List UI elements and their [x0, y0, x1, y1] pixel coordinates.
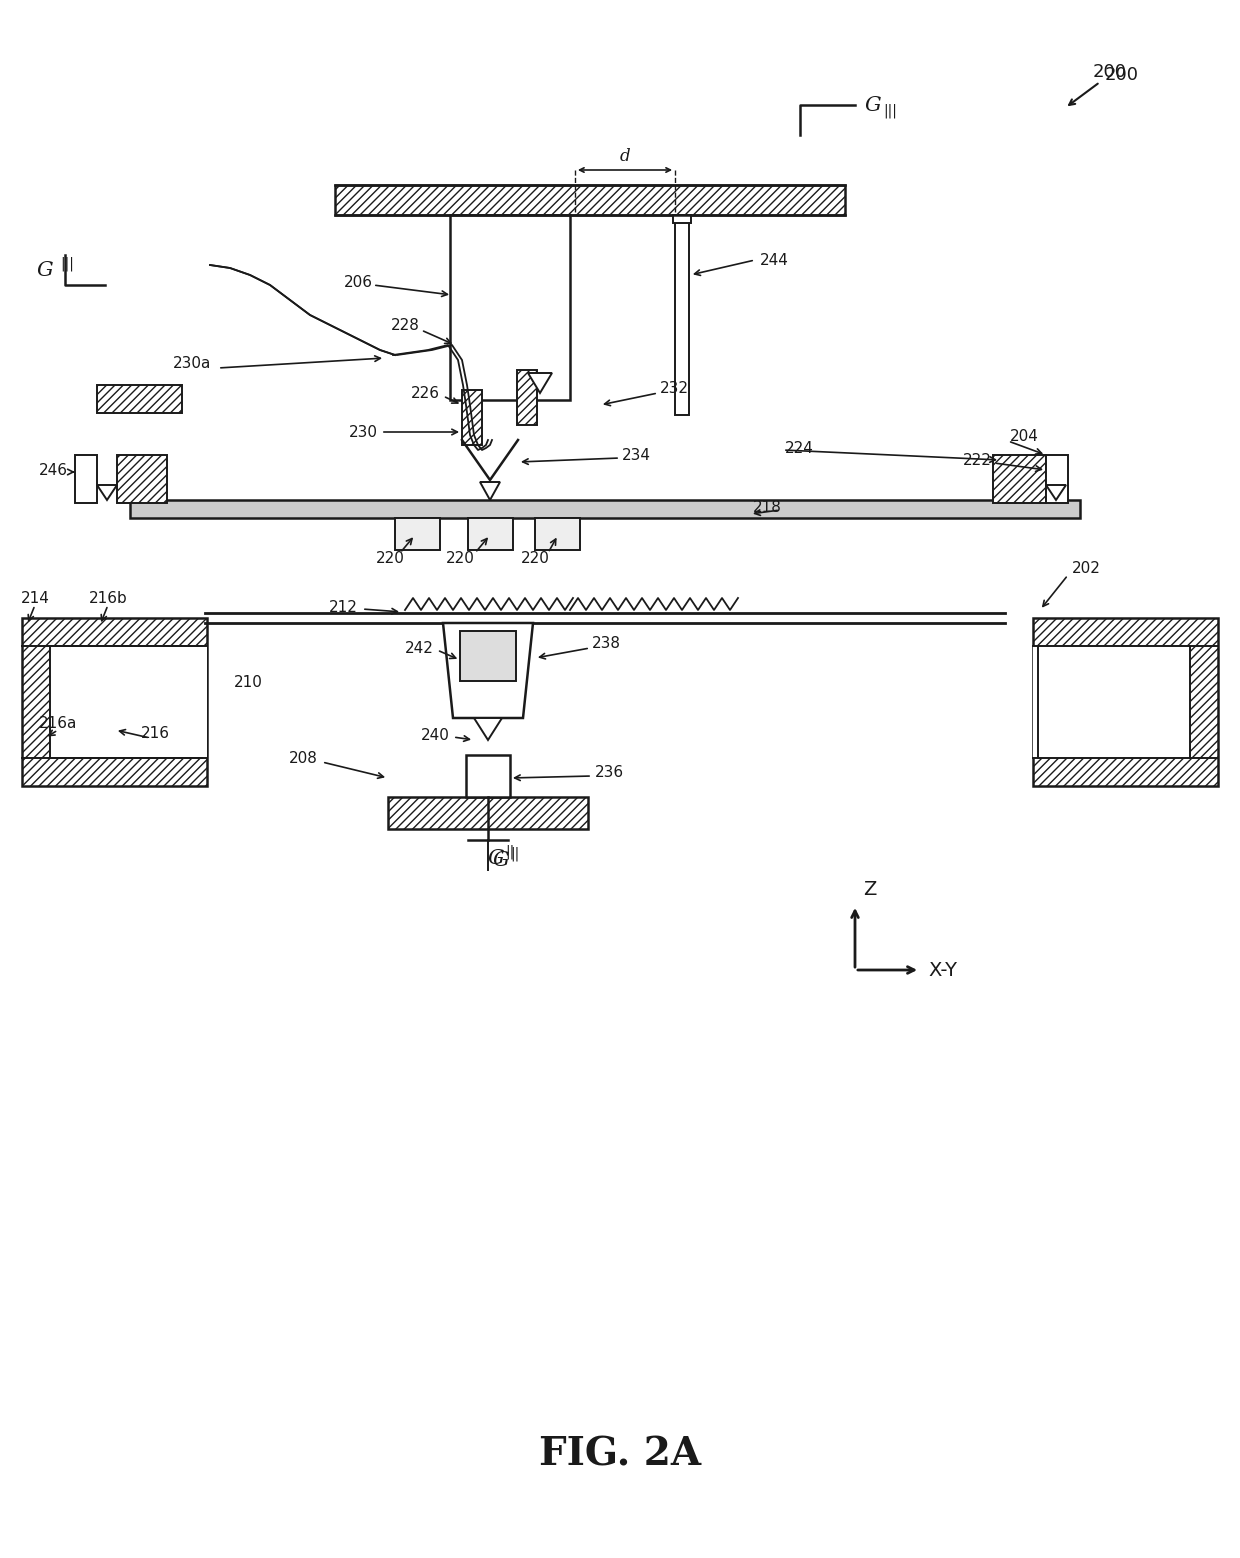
Bar: [388, 798, 588, 829]
Text: 208: 208: [289, 751, 317, 765]
Text: d: d: [620, 148, 630, 165]
Text: 236: 236: [595, 765, 624, 779]
Text: 240: 240: [422, 728, 450, 743]
Text: G: G: [494, 851, 510, 869]
Text: G: G: [37, 260, 53, 279]
Bar: [534, 517, 580, 550]
Polygon shape: [480, 481, 500, 500]
Text: 216a: 216a: [38, 715, 77, 731]
Bar: [50, 647, 207, 759]
Bar: [466, 756, 510, 798]
Text: X-Y: X-Y: [928, 960, 957, 980]
Text: 200: 200: [1092, 62, 1127, 81]
Text: 230: 230: [348, 424, 378, 439]
Polygon shape: [97, 485, 117, 500]
Bar: [396, 517, 440, 550]
Bar: [1033, 619, 1218, 785]
Text: 224: 224: [785, 441, 813, 455]
Text: Z: Z: [863, 880, 877, 899]
Bar: [517, 369, 537, 425]
Bar: [74, 455, 97, 503]
Bar: [335, 185, 844, 215]
Bar: [97, 385, 182, 413]
Text: 220: 220: [376, 550, 404, 566]
Text: 206: 206: [343, 274, 372, 290]
Bar: [450, 215, 570, 400]
Text: 242: 242: [405, 640, 434, 656]
Bar: [335, 185, 844, 215]
Bar: [117, 455, 167, 503]
Text: 244: 244: [760, 252, 789, 268]
Text: G: G: [489, 849, 505, 868]
Text: 204: 204: [1011, 428, 1039, 444]
Text: 226: 226: [410, 385, 440, 400]
Text: 222: 222: [963, 452, 992, 467]
Text: ||: ||: [510, 846, 520, 862]
Bar: [460, 631, 516, 681]
Bar: [388, 798, 588, 829]
Text: FIG. 2A: FIG. 2A: [539, 1436, 701, 1474]
Text: 202: 202: [1073, 561, 1101, 575]
Bar: [463, 390, 482, 446]
Text: 218: 218: [753, 500, 782, 514]
Text: 216b: 216b: [88, 590, 128, 606]
Text: 234: 234: [622, 447, 651, 463]
Bar: [1047, 455, 1068, 503]
Text: 232: 232: [660, 380, 689, 396]
Bar: [1033, 647, 1190, 759]
Bar: [130, 500, 1080, 517]
Text: 220: 220: [521, 550, 549, 566]
Polygon shape: [528, 372, 552, 393]
Bar: [117, 455, 167, 503]
Text: G: G: [866, 95, 882, 114]
Text: 246: 246: [38, 463, 68, 477]
Bar: [673, 215, 691, 223]
Text: 216: 216: [140, 726, 170, 740]
Text: 212: 212: [329, 600, 358, 614]
Bar: [463, 390, 482, 446]
Text: 210: 210: [233, 675, 263, 690]
Bar: [993, 455, 1047, 503]
Text: 214: 214: [21, 590, 50, 606]
Bar: [517, 369, 537, 425]
Polygon shape: [443, 623, 533, 718]
Bar: [97, 385, 182, 413]
Text: ||: ||: [505, 844, 515, 860]
Text: 220: 220: [445, 550, 475, 566]
Bar: [22, 619, 207, 785]
Text: 200: 200: [1105, 65, 1140, 84]
Text: 228: 228: [391, 318, 419, 332]
Bar: [675, 215, 689, 414]
Text: 230a: 230a: [172, 355, 211, 371]
Text: 238: 238: [591, 636, 621, 651]
Text: |||: |||: [883, 104, 897, 118]
Bar: [467, 517, 513, 550]
Bar: [993, 455, 1047, 503]
Bar: [1033, 619, 1218, 785]
Polygon shape: [474, 718, 502, 740]
Text: |||: |||: [60, 257, 74, 271]
Polygon shape: [1047, 485, 1066, 500]
Bar: [22, 619, 207, 785]
